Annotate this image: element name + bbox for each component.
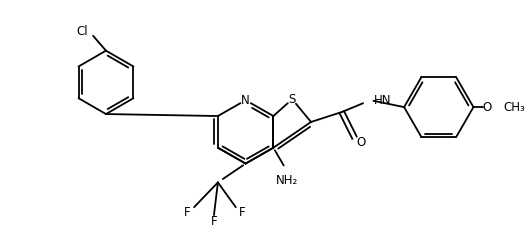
Text: F: F xyxy=(239,206,246,219)
Text: S: S xyxy=(288,93,296,106)
Text: F: F xyxy=(211,214,217,228)
Text: F: F xyxy=(184,206,191,219)
Text: O: O xyxy=(356,136,365,149)
Text: NH₂: NH₂ xyxy=(276,174,298,187)
Text: O: O xyxy=(483,101,492,114)
Text: N: N xyxy=(241,94,250,107)
Text: CH₃: CH₃ xyxy=(503,101,525,114)
Text: HN: HN xyxy=(373,94,391,107)
Text: Cl: Cl xyxy=(77,25,88,38)
